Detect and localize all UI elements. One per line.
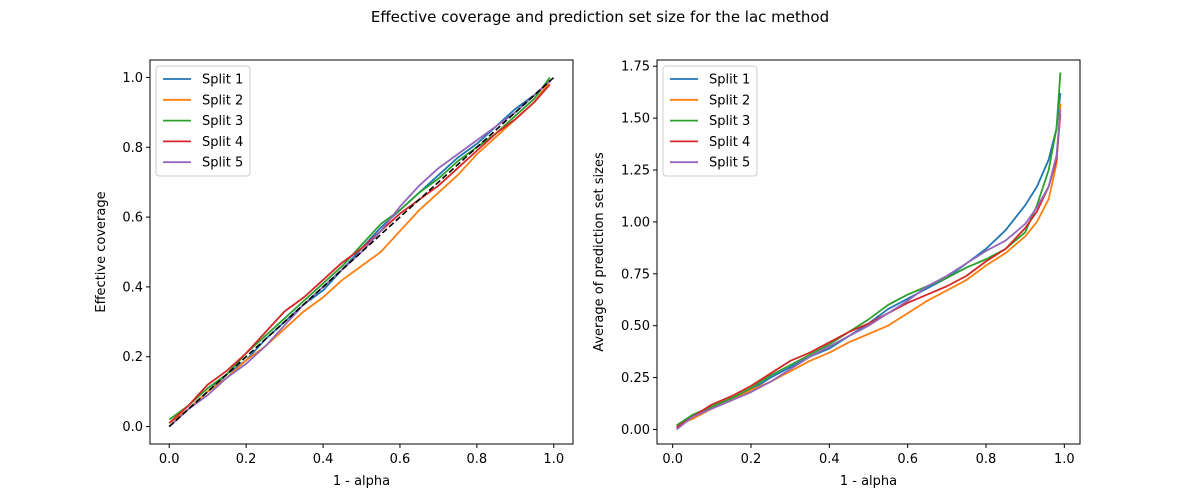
y-tick-label: 0.6	[122, 211, 143, 226]
x-axis-label: 1 - alpha	[333, 474, 390, 489]
y-tick-label: 1.0	[122, 71, 143, 86]
legend-box	[155, 65, 251, 177]
y-tick-label: 1.50	[621, 112, 650, 127]
x-tick-label: 0.2	[236, 452, 257, 467]
legend-entry: Split 1	[709, 73, 750, 88]
x-tick-label: 0.8	[976, 452, 997, 467]
series-line-5	[168, 80, 551, 428]
legend-box	[662, 65, 758, 177]
y-axis-label: Average of prediction set sizes	[592, 152, 607, 352]
y-tick-label: 0.00	[621, 423, 650, 438]
y-tick-label: 1.00	[621, 215, 650, 230]
legend-entry: Split 2	[202, 93, 243, 108]
axes-frame	[656, 59, 1081, 445]
legend-entry: Split 5	[709, 156, 750, 171]
y-tick-label: 0.75	[621, 267, 650, 282]
x-tick-label: 0.6	[390, 452, 411, 467]
x-tick-label: 0.0	[159, 452, 180, 467]
legend: Split 1 Split 2 Split 3 Split 4 Split 5	[662, 65, 758, 177]
y-tick-label: 0.2	[122, 350, 143, 365]
legend-entry: Split 3	[709, 114, 750, 129]
legend-entry: Split 4	[709, 135, 750, 150]
legend-entry: Split 5	[202, 156, 243, 171]
x-tick-label: 0.2	[741, 452, 762, 467]
legend: Split 1 Split 2 Split 3 Split 4 Split 5	[155, 65, 251, 177]
legend-entry: Split 1	[202, 73, 243, 88]
reference-diagonal-line	[168, 76, 555, 428]
x-tick-label: 0.8	[467, 452, 488, 467]
axes-frame	[149, 59, 574, 445]
legend-entry: Split 4	[202, 135, 243, 150]
legend-entry: Split 2	[709, 93, 750, 108]
set-size-panel: 0.0 0.2 0.4 0.6 0.8 1.0 0.00 0.25 0.50 0.75 1.00 1.…	[592, 59, 1081, 489]
y-tick-label: 0.50	[621, 319, 650, 334]
coverage-panel: 0.0 0.2 0.4 0.6 0.8 1.0 0.0 0.2 0.4 0.6 0.8 1.0 1 - …	[94, 59, 574, 489]
x-tick-label: 0.4	[819, 452, 840, 467]
series-line-4	[168, 83, 551, 424]
y-tick-label: 0.8	[122, 141, 143, 156]
series-line-2	[168, 80, 551, 424]
figure-suptitle: Effective coverage and prediction set si…	[371, 8, 829, 26]
x-tick-label: 0.6	[897, 452, 918, 467]
x-tick-label: 0.0	[662, 452, 683, 467]
y-tick-label: 0.0	[122, 420, 143, 435]
y-axis-label: Effective coverage	[94, 191, 109, 312]
y-tick-label: 0.4	[122, 280, 143, 295]
x-axis-label: 1 - alpha	[840, 474, 897, 489]
series-line-2	[676, 103, 1062, 427]
y-tick-label: 1.25	[621, 164, 650, 179]
legend-entry: Split 3	[202, 114, 243, 129]
y-tick-label: 1.75	[621, 60, 650, 75]
x-tick-label: 1.0	[543, 452, 564, 467]
x-tick-label: 0.4	[313, 452, 334, 467]
series-line-5	[676, 109, 1062, 431]
x-tick-label: 1.0	[1054, 452, 1075, 467]
y-tick-label: 0.25	[621, 371, 650, 386]
